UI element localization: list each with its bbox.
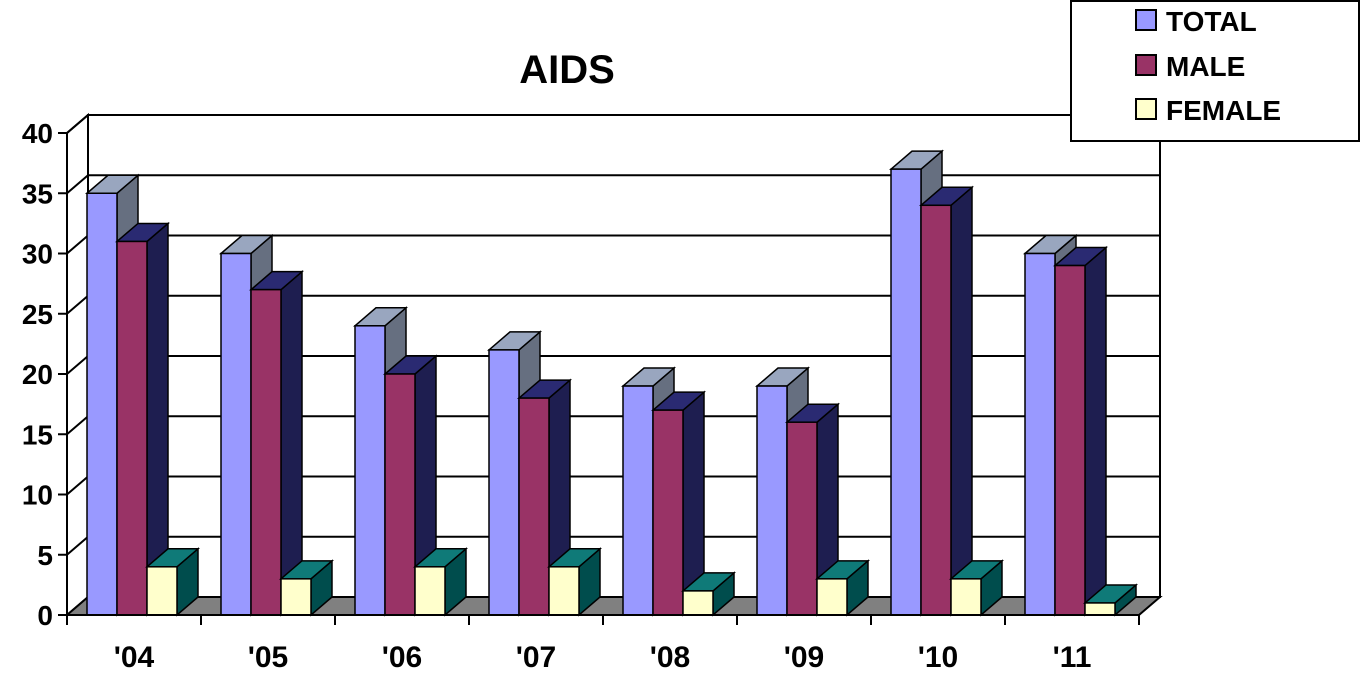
bar-front	[652, 409, 684, 616]
bar-front	[548, 566, 580, 616]
bar-front	[756, 385, 788, 616]
bar	[516, 378, 573, 617]
gridline-side	[66, 475, 89, 496]
gridline-side	[66, 535, 89, 556]
bar-front	[220, 252, 252, 616]
y-tick-label: 35	[22, 178, 53, 209]
chart-title: AIDS	[519, 48, 615, 92]
bar-front	[146, 566, 178, 616]
x-tick-label: '10	[918, 641, 959, 674]
bar	[144, 547, 201, 617]
gridline-side	[66, 234, 89, 255]
x-tick-label: '11	[1053, 641, 1092, 674]
bar-front	[1024, 252, 1056, 616]
gridline-side	[66, 355, 89, 375]
y-tick-label: 10	[22, 480, 53, 511]
legend-swatch	[1135, 9, 1157, 31]
bar	[248, 270, 305, 617]
y-tick-label: 20	[22, 359, 53, 390]
legend-label: TOTAL	[1166, 6, 1257, 37]
bar-front	[354, 325, 386, 616]
bar-front	[86, 192, 118, 616]
bar-front	[1054, 264, 1086, 616]
bar-front	[414, 566, 446, 616]
legend-box	[1070, 0, 1360, 142]
gridline-side	[66, 114, 89, 134]
bar-front	[280, 578, 312, 616]
y-tick-label: 40	[22, 118, 53, 149]
gridline-side	[66, 415, 89, 436]
bar	[278, 559, 335, 617]
bar-front	[816, 578, 848, 616]
bar	[412, 547, 469, 617]
legend-label: MALE	[1166, 51, 1245, 82]
bar-front	[622, 385, 654, 616]
x-tick-label: '04	[114, 641, 155, 674]
legend: TOTAL MALE FEMALE	[1070, 0, 1360, 142]
bar-side	[950, 185, 973, 617]
axes: 0 5 10 15 20 25 30 35 40 '04 '05 '06 '07 '08 '09 '10 '11	[22, 118, 1140, 674]
gridline-side	[66, 294, 89, 315]
bar-front	[890, 168, 922, 616]
gridline-side	[66, 174, 89, 195]
y-tick-label: 30	[22, 239, 53, 270]
y-tick-label: 25	[22, 299, 53, 330]
legend-swatch	[1135, 98, 1157, 120]
bar-front	[384, 373, 416, 616]
bar	[918, 185, 975, 617]
bar	[650, 390, 707, 617]
bar	[382, 354, 439, 617]
bar-front	[518, 397, 550, 616]
bar	[784, 402, 841, 617]
bar-front	[116, 240, 148, 616]
legend-label: FEMALE	[1166, 95, 1281, 126]
bar-front	[488, 349, 520, 616]
bar-front	[786, 421, 818, 616]
x-tick-label: '07	[516, 641, 557, 674]
x-tick-label: '06	[382, 641, 423, 674]
bar-front	[250, 288, 282, 616]
legend-swatch	[1135, 54, 1157, 76]
bar-front	[920, 204, 952, 616]
bar-front	[950, 578, 982, 616]
x-tick-label: '05	[248, 641, 289, 674]
bar	[948, 559, 1005, 617]
x-tick-label: '09	[784, 641, 825, 674]
bar	[680, 571, 737, 617]
bar	[814, 559, 871, 617]
y-tick-label: 15	[22, 419, 53, 450]
bar	[1082, 583, 1139, 617]
bars	[84, 149, 1139, 617]
x-tick-label: '08	[650, 641, 691, 674]
y-tick-label: 5	[37, 540, 53, 571]
bar	[114, 221, 171, 617]
bar-front	[1084, 602, 1116, 616]
y-tick-label: 0	[37, 600, 53, 631]
bar-front	[682, 590, 714, 616]
bar	[546, 547, 603, 617]
bar-side	[1084, 245, 1107, 617]
bar	[1052, 245, 1109, 617]
